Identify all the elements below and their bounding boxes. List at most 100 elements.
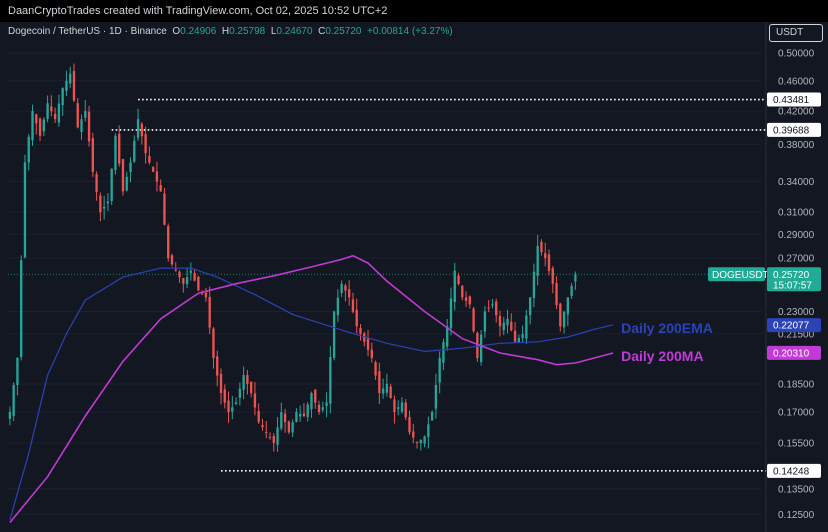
- y-tick-label: 0.42000: [778, 107, 815, 118]
- price-tags: 0.43481 0.39688 0.14248 DOGEUSDT 0.2572015:0…: [708, 92, 821, 478]
- level-tag-label: 0.39688: [773, 125, 810, 136]
- candle-body: [415, 441, 419, 443]
- candle-body: [280, 412, 283, 429]
- candle-body: [87, 111, 91, 142]
- candle-body: [295, 412, 298, 423]
- candle-body: [231, 407, 234, 412]
- candle-body: [502, 322, 505, 331]
- price-axis[interactable]: 0.50000 0.46000 0.42000 0.38000 0.34000 0.310…: [765, 22, 815, 532]
- candle-body: [434, 385, 438, 409]
- candle-body: [510, 321, 513, 331]
- candle-body: [348, 289, 351, 298]
- moving-averages: Daily 200EMA Daily 200MA: [9, 254, 713, 524]
- y-tick-label: 0.34000: [778, 177, 815, 188]
- candle-body: [363, 333, 366, 342]
- candle-body: [246, 375, 249, 385]
- high-key: H: [221, 26, 230, 37]
- candle-body: [163, 193, 166, 225]
- ema200-tag: [767, 318, 821, 333]
- y-tick-label: 0.21500: [778, 329, 815, 340]
- candle-body: [20, 260, 23, 358]
- candle-body: [351, 299, 355, 312]
- candle-body: [57, 103, 61, 123]
- candle-body: [174, 269, 177, 271]
- candle-body: [106, 201, 110, 204]
- candle-body: [35, 114, 38, 124]
- candle-body: [423, 436, 426, 444]
- candle-body: [344, 285, 347, 291]
- candle-body: [167, 226, 170, 259]
- level-tag: [767, 92, 821, 107]
- candle-body: [479, 334, 483, 362]
- candle-body: [114, 135, 117, 171]
- candle-body: [355, 309, 358, 327]
- candle-body: [125, 176, 128, 191]
- candle-body: [393, 399, 396, 413]
- candle-body: [189, 270, 193, 273]
- candle-body: [370, 349, 373, 358]
- low-value: 0.24670: [276, 26, 313, 37]
- last-price-tag: [767, 267, 821, 292]
- candle-body: [498, 315, 502, 327]
- chart-area[interactable]: [0, 22, 828, 532]
- candle-body: [283, 413, 287, 423]
- candle-body: [404, 402, 407, 418]
- ma200-line: [9, 254, 614, 524]
- high-value: 0.25798: [229, 26, 266, 37]
- candle-body: [374, 362, 377, 376]
- axis-unit-button[interactable]: USDT: [769, 24, 823, 42]
- y-tick-label: 0.23000: [778, 307, 815, 318]
- y-tick-label: 0.29000: [778, 230, 815, 241]
- candle-body: [223, 389, 226, 403]
- candle-body: [69, 73, 72, 84]
- candles: [8, 63, 577, 452]
- candle-body: [76, 103, 79, 128]
- candle-body: [438, 357, 441, 383]
- candle-body: [464, 297, 468, 301]
- candle-body: [261, 425, 264, 428]
- candle-body: [476, 332, 479, 358]
- candle-body: [140, 123, 144, 137]
- open-key: O: [172, 26, 181, 37]
- candle-body: [170, 255, 174, 265]
- symbol-tag-label: DOGEUSDT: [712, 270, 769, 281]
- candle-body: [562, 311, 566, 328]
- candle-body: [121, 159, 125, 192]
- y-tick-label: 0.18500: [778, 379, 815, 390]
- candle-body: [483, 311, 487, 332]
- candle-body: [359, 327, 362, 335]
- candle-body: [419, 439, 422, 444]
- candle-body: [204, 292, 208, 298]
- candle-body: [155, 171, 159, 182]
- candle-body: [400, 402, 404, 412]
- candle-body: [265, 431, 268, 433]
- candle-body: [291, 422, 294, 433]
- candle-body: [80, 119, 83, 132]
- candle-body: [129, 162, 132, 172]
- candle-body: [461, 285, 464, 298]
- candle-body: [53, 113, 57, 120]
- candle-body: [238, 388, 242, 398]
- ma200-annotation: Daily 200MA: [621, 348, 703, 364]
- candle-body: [299, 414, 302, 417]
- candle-body: [99, 195, 102, 213]
- candle-body: [513, 330, 517, 342]
- candle-body: [378, 371, 381, 394]
- candle-body: [253, 393, 257, 408]
- candle-body: [528, 297, 532, 316]
- candle-body: [310, 393, 313, 410]
- candle-body: [412, 431, 415, 438]
- candle-body: [16, 357, 19, 385]
- candle-body: [314, 389, 317, 403]
- gridlines: [8, 52, 762, 515]
- candle-body: [457, 275, 460, 284]
- change-value: +0.00814 (+3.27%): [367, 26, 453, 37]
- candle-body: [31, 111, 34, 141]
- candle-body: [506, 318, 509, 326]
- candle-body: [257, 411, 260, 423]
- candle-body: [159, 185, 162, 192]
- candle-body: [408, 417, 411, 433]
- candle-body: [442, 342, 445, 363]
- candle-body: [287, 421, 291, 433]
